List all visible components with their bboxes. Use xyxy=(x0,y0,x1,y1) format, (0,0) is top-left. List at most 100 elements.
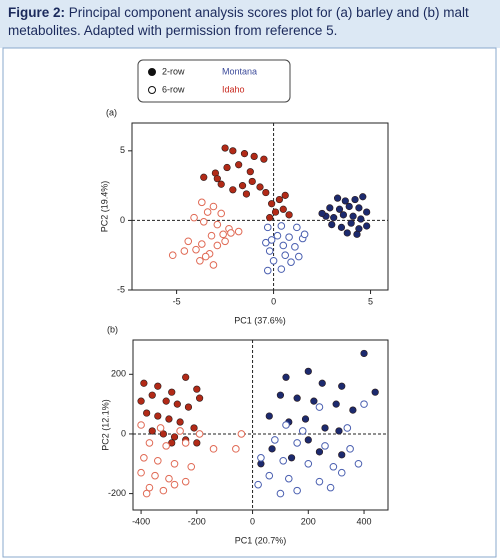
point xyxy=(353,230,361,238)
point xyxy=(180,247,189,255)
point xyxy=(293,439,301,447)
point xyxy=(248,177,256,186)
point xyxy=(287,454,296,462)
point xyxy=(148,427,156,435)
point xyxy=(213,241,222,250)
point xyxy=(341,197,349,205)
y-axis-label: PC2 (12.1%) xyxy=(100,399,110,451)
x-tick-label: 5 xyxy=(368,296,373,306)
point xyxy=(145,483,154,492)
x-tick-label: -200 xyxy=(188,516,206,526)
point xyxy=(332,400,340,408)
point xyxy=(294,252,303,261)
point xyxy=(326,483,335,492)
point xyxy=(360,400,368,408)
point xyxy=(168,388,176,396)
point xyxy=(329,462,338,471)
point xyxy=(181,439,190,447)
point xyxy=(293,486,301,495)
point xyxy=(281,251,290,260)
point xyxy=(173,400,181,408)
point xyxy=(338,382,346,390)
y-tick-label: 0 xyxy=(121,428,126,438)
point xyxy=(154,456,162,465)
point xyxy=(229,186,237,194)
point xyxy=(273,231,282,240)
point xyxy=(240,150,249,158)
point xyxy=(193,385,201,393)
point xyxy=(301,415,310,423)
point xyxy=(343,424,352,432)
point xyxy=(229,147,237,155)
point xyxy=(162,442,170,450)
point xyxy=(330,214,338,222)
point xyxy=(277,222,286,230)
legend-label: 2-row xyxy=(162,66,185,76)
point xyxy=(190,424,198,432)
point xyxy=(343,229,351,237)
point xyxy=(170,480,179,489)
point xyxy=(347,219,355,227)
point xyxy=(318,379,326,387)
point xyxy=(232,445,240,453)
point xyxy=(140,454,148,462)
point xyxy=(337,223,346,231)
caption: Figure 2: Principal component analysis s… xyxy=(0,0,500,48)
plot-frame xyxy=(131,122,389,291)
x-tick-label: 200 xyxy=(301,516,316,526)
point xyxy=(310,397,318,405)
point xyxy=(142,489,151,498)
point xyxy=(285,211,293,219)
point xyxy=(354,459,363,468)
point xyxy=(145,439,154,447)
point xyxy=(201,252,210,261)
point xyxy=(285,233,293,241)
point xyxy=(276,391,285,399)
point xyxy=(137,421,145,429)
point xyxy=(184,403,193,411)
point xyxy=(221,144,229,152)
point xyxy=(266,214,274,222)
panel-frame xyxy=(2,47,497,558)
point xyxy=(159,486,168,495)
point xyxy=(268,200,276,208)
point xyxy=(335,427,343,435)
point xyxy=(271,208,280,216)
point xyxy=(219,230,227,239)
point xyxy=(282,421,290,429)
point xyxy=(213,175,221,183)
point xyxy=(338,451,346,459)
point xyxy=(199,218,208,226)
point xyxy=(279,205,287,213)
x-axis-label: PC1 (37.6%) xyxy=(234,315,286,325)
point xyxy=(304,367,312,375)
point xyxy=(184,237,193,246)
point xyxy=(279,241,288,250)
point xyxy=(137,468,145,477)
x-tick-label: 400 xyxy=(357,516,372,526)
point xyxy=(371,388,379,396)
point xyxy=(321,424,329,432)
point xyxy=(260,155,268,163)
point xyxy=(345,202,353,211)
point xyxy=(196,394,204,402)
point xyxy=(262,188,270,197)
point xyxy=(355,204,363,212)
point xyxy=(269,256,278,265)
point xyxy=(148,391,156,399)
legend-marker xyxy=(148,68,156,76)
point xyxy=(154,382,162,390)
point xyxy=(176,418,184,426)
point xyxy=(271,436,279,444)
point xyxy=(195,430,204,438)
point xyxy=(293,223,301,232)
point xyxy=(293,394,301,402)
point xyxy=(333,194,342,202)
point xyxy=(151,471,159,480)
point xyxy=(181,477,190,486)
point xyxy=(143,409,151,417)
point xyxy=(328,220,336,229)
point xyxy=(217,209,226,218)
x-tick-label: 0 xyxy=(271,296,276,306)
point xyxy=(238,182,247,190)
